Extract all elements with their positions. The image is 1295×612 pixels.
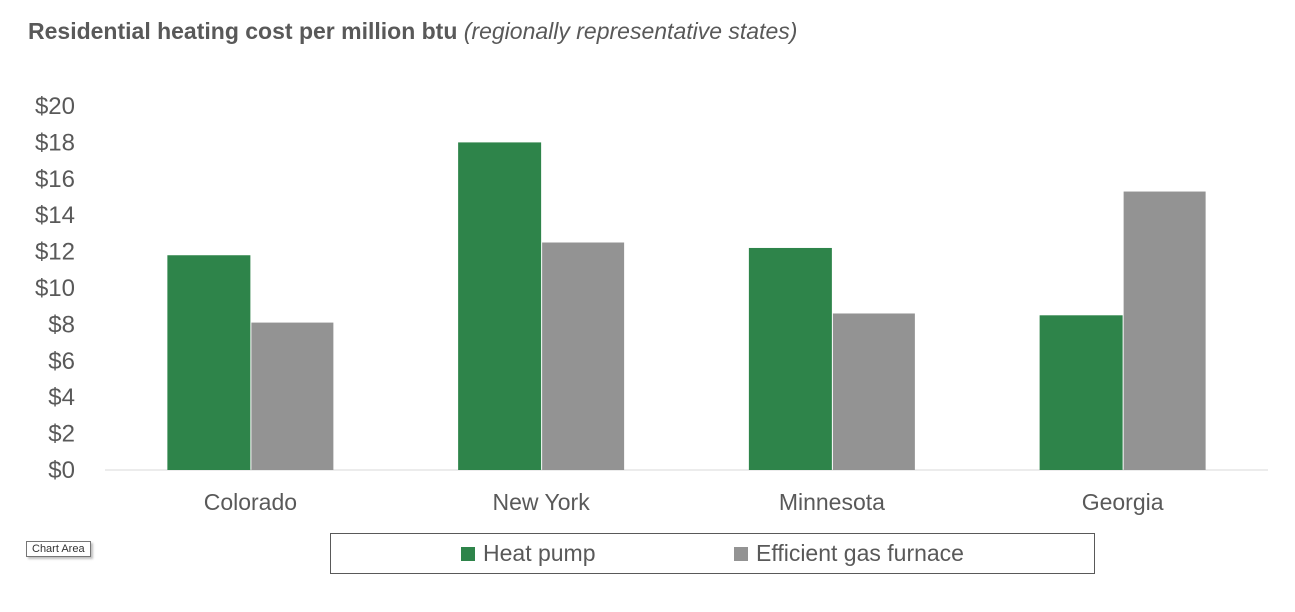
- bar-gas-furnace: [1123, 191, 1206, 471]
- bar-gas-furnace: [251, 322, 334, 470]
- chart-area-tooltip: Chart Area: [26, 541, 91, 557]
- x-tick-label: Colorado: [204, 489, 297, 515]
- y-tick-label: $2: [48, 421, 75, 448]
- y-tick-label: $10: [35, 275, 75, 302]
- y-tick-label: $4: [48, 384, 75, 411]
- y-tick-label: $8: [48, 311, 75, 338]
- bar-gas-furnace: [542, 242, 625, 470]
- bar-heat-pump: [1039, 315, 1123, 470]
- chart-title-sub: (regionally representative states): [463, 18, 798, 44]
- legend-swatch-gas-furnace: [734, 546, 748, 561]
- legend-label-gas-furnace: Efficient gas furnace: [756, 540, 964, 566]
- y-tick-label: $14: [35, 202, 75, 229]
- x-tick-label: New York: [493, 489, 591, 515]
- y-tick-label: $12: [35, 239, 75, 266]
- y-tick-label: $20: [35, 93, 75, 120]
- y-tick-label: $0: [48, 457, 75, 484]
- legend-swatch-heat-pump: [461, 546, 475, 561]
- bar-gas-furnace: [832, 313, 915, 470]
- bar-heat-pump: [167, 255, 251, 470]
- y-tick-label: $18: [35, 129, 75, 156]
- legend[interactable]: Heat pump Efficient gas furnace: [330, 533, 1095, 574]
- legend-item-heat-pump[interactable]: Heat pump: [461, 534, 596, 573]
- chart-title: Residential heating cost per million btu…: [28, 18, 797, 45]
- y-tick-label: $6: [48, 348, 75, 375]
- x-tick-label: Minnesota: [779, 489, 885, 515]
- legend-item-gas-furnace[interactable]: Efficient gas furnace: [734, 534, 964, 573]
- bar-heat-pump: [458, 142, 542, 470]
- legend-label-heat-pump: Heat pump: [483, 540, 596, 566]
- x-tick-label: Georgia: [1082, 489, 1164, 515]
- y-tick-label: $16: [35, 166, 75, 193]
- chart-title-main: Residential heating cost per million btu: [28, 18, 458, 44]
- bar-heat-pump: [748, 247, 832, 470]
